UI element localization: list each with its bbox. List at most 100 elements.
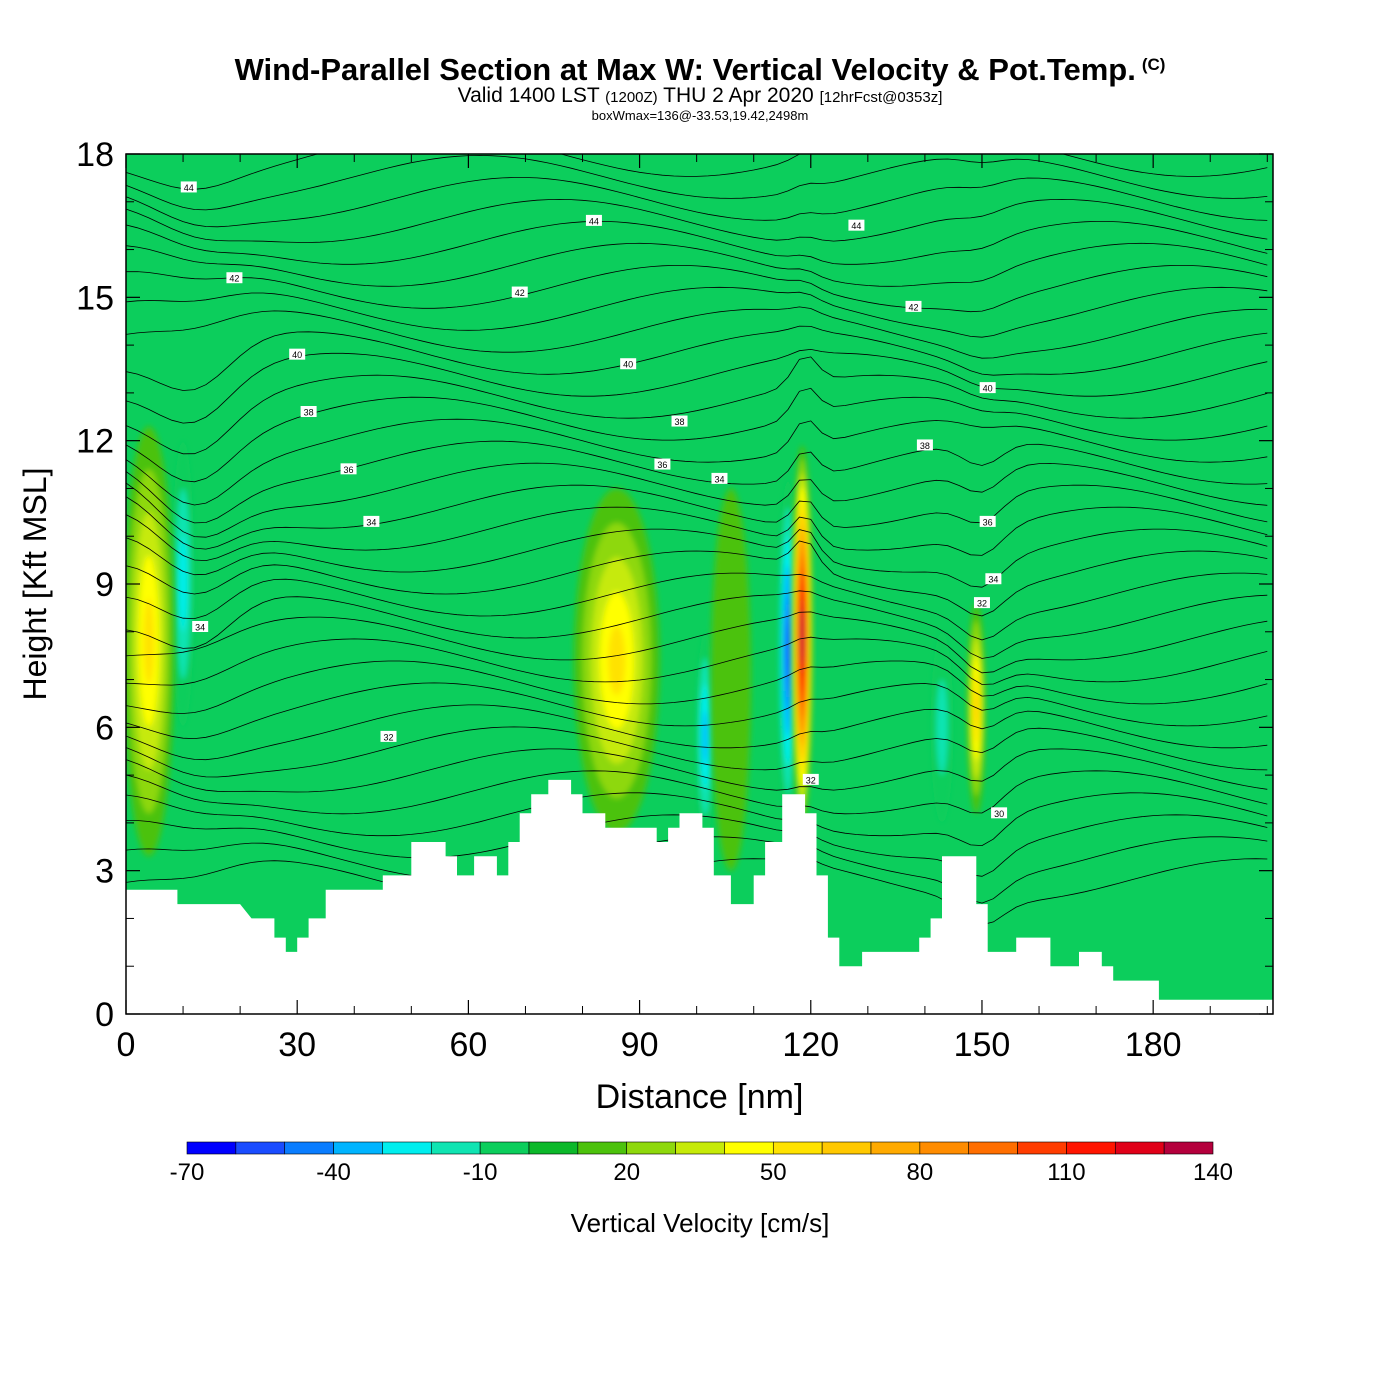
colorbar-swatch	[1114, 1141, 1165, 1155]
isentrope-line	[126, 221, 1268, 265]
valid-time-prefix: Valid 1400 LST	[457, 84, 600, 107]
isentrope-label-box	[226, 272, 243, 284]
colorbar-swatch	[479, 1141, 530, 1155]
isentrope-line	[126, 325, 1268, 391]
isentrope-label: 42	[511, 286, 528, 298]
isentrope-label-text: 34	[988, 575, 998, 585]
isentrope-label: 30	[991, 807, 1008, 819]
y-tick-label: 0	[95, 996, 114, 1034]
colorbar-swatch	[528, 1141, 579, 1155]
x-tick-label: 90	[621, 1026, 659, 1064]
isentrope-label-box	[802, 773, 819, 785]
isentrope-label-box	[192, 621, 209, 632]
isentrope-line	[126, 770, 1268, 815]
colorbar-swatch	[1017, 1141, 1067, 1155]
velocity-contour-band	[786, 622, 790, 680]
copyright-mark: (C)	[1141, 55, 1166, 74]
isentrope-label-text: 44	[184, 183, 194, 193]
isentrope-line	[126, 440, 1268, 524]
box-wmax-info: boxWmax=136@-33.53,19.42,2498m	[591, 108, 809, 123]
colorbar-swatch	[284, 1141, 334, 1155]
isentrope-label-text: 30	[994, 809, 1004, 819]
isentrope-label-text: 40	[623, 360, 633, 370]
isentrope-line	[126, 611, 1268, 674]
colorbar-tick-label: -40	[316, 1159, 351, 1186]
isentrope-label-box	[979, 515, 996, 527]
isentrope-label-box	[711, 472, 728, 484]
velocity-cell	[171, 440, 195, 728]
isentrope-label-box	[180, 181, 197, 193]
isentrope-label-box	[991, 807, 1008, 819]
isentrope-label: 42	[905, 300, 922, 312]
isentrope-label-box	[671, 415, 688, 427]
isentrope-line	[126, 636, 1268, 686]
isentrope-label: 36	[340, 463, 357, 475]
y-tick-label: 6	[95, 709, 114, 747]
x-tick-label: 120	[782, 1026, 839, 1064]
isentrope-label-text: 38	[675, 417, 685, 427]
colorbar-tick-label: -70	[170, 1159, 205, 1186]
isentrope-line	[126, 154, 1268, 211]
velocity-contour-band	[801, 622, 803, 651]
isentrope-line	[126, 177, 1268, 228]
valid-date: THU 2 Apr 2020	[663, 84, 814, 107]
isentrope-label: 38	[916, 439, 933, 451]
isentrope-line	[126, 462, 1268, 538]
isentrope-label-text: 40	[983, 384, 993, 394]
isentrope-line	[126, 528, 1268, 588]
velocity-cell	[967, 603, 986, 814]
y-tick-label: 18	[76, 136, 114, 174]
y-tick-label: 12	[76, 423, 114, 461]
colorbar-swatch	[675, 1141, 725, 1155]
isentrope-label: 32	[380, 730, 397, 742]
colorbar-swatch	[772, 1141, 823, 1155]
isentrope-line	[126, 265, 1268, 313]
isentrope-label-text: 32	[383, 732, 393, 742]
isentrope-label: 40	[620, 358, 637, 370]
y-tick-label: 15	[76, 279, 114, 317]
isentrope-label-box	[289, 348, 306, 360]
colorbar-tick-label: 50	[760, 1159, 787, 1186]
colorbar-swatch	[968, 1141, 1018, 1155]
x-tick-label: 60	[449, 1026, 487, 1064]
isentrope-label-box	[916, 439, 933, 451]
valid-time-zulu: (1200Z)	[605, 89, 658, 106]
isentrope-line	[126, 682, 1268, 740]
isentrope-label-box	[300, 406, 317, 417]
colorbar-swatch	[821, 1141, 872, 1155]
isentrope-line	[126, 286, 1268, 338]
isentrope-line	[126, 306, 1268, 359]
colorbar: -70 -40 -10 20 50 80 110 140 Vertical Velocity […	[170, 1141, 1233, 1238]
colorbar-swatch	[870, 1141, 921, 1155]
isentrope-label-box	[620, 358, 637, 370]
isentrope-line	[126, 704, 1268, 761]
terrain-profile	[126, 779, 1273, 1014]
isentrope-label-text: 38	[920, 441, 930, 451]
isentrope-line	[126, 792, 1268, 847]
isentrope-label-text: 32	[977, 599, 987, 609]
x-tick-label: 150	[954, 1026, 1011, 1064]
isentrope-label-text: 42	[908, 302, 918, 312]
y-axis-label: Height [Kft MSL]	[17, 468, 53, 701]
isentrope-label-text: 36	[657, 460, 667, 470]
isentrope-label-text: 42	[229, 274, 239, 284]
isentrope-label: 32	[973, 597, 990, 609]
isentrope-label: 44	[180, 181, 197, 193]
velocity-contour-band	[936, 679, 948, 776]
colorbar-label: Vertical Velocity [cm/s]	[571, 1208, 830, 1238]
isentrope-label: 38	[671, 415, 688, 427]
isentrope-line	[126, 198, 1268, 243]
velocity-cell	[126, 426, 175, 857]
isentrope-label: 34	[711, 472, 728, 484]
isentrope-line	[126, 540, 1268, 617]
velocity-cell	[710, 488, 751, 871]
isentrope-label-box	[985, 573, 1002, 585]
isentrope-line	[126, 748, 1268, 793]
velocity-contour-band	[143, 598, 154, 685]
isentrope-label-box	[363, 515, 380, 527]
isentrope-line	[126, 572, 1268, 641]
colorbar-swatch	[626, 1141, 676, 1155]
x-tick-label: 30	[278, 1026, 316, 1064]
